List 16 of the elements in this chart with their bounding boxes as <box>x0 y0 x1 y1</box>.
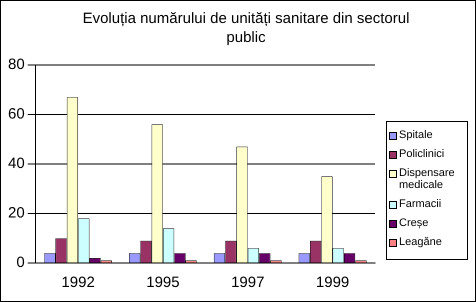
legend-label: Farmacii <box>399 198 442 210</box>
legend-label: Dispensare medicale <box>399 167 456 191</box>
legend-label: Policlinici <box>399 148 444 160</box>
x-tick-label: 1997 <box>231 274 264 292</box>
y-tick-label: 80 <box>8 56 25 74</box>
legend-label: Spitale <box>399 129 433 141</box>
legend-label: Creșe <box>399 217 428 229</box>
chart-title: Evoluția numărului de unități sanitare din sectorul public <box>82 9 410 47</box>
y-tick-label: 60 <box>8 106 25 123</box>
y-tick-label: 0 <box>16 254 25 272</box>
x-tick-label: 1992 <box>61 274 95 292</box>
y-tick-label: 40 <box>8 155 25 172</box>
legend-label: Leagăne <box>399 236 442 248</box>
x-tick-label: 1999 <box>316 274 350 292</box>
x-tick-label: 1995 <box>146 274 180 292</box>
y-tick-label: 20 <box>8 204 25 222</box>
